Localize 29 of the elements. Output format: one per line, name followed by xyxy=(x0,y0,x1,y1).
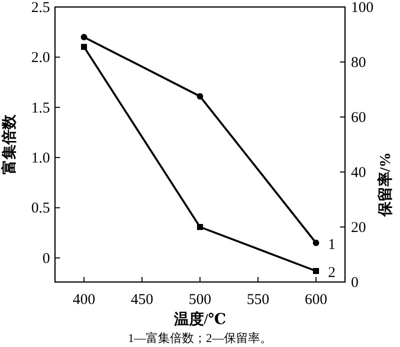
x-tick-label: 450 xyxy=(130,292,154,308)
y-tick-label: 1.0 xyxy=(31,150,50,167)
point xyxy=(196,93,204,100)
series-label: 2 xyxy=(328,265,336,281)
y-tick-label: 1.5 xyxy=(31,100,50,116)
y2-tick-label: 0 xyxy=(351,275,358,291)
y2-tick-label: 20 xyxy=(351,220,366,236)
y2-tick-label: 80 xyxy=(351,55,366,71)
point xyxy=(81,44,87,50)
y-tick-label: 0 xyxy=(42,250,50,267)
x-tick-label: 500 xyxy=(188,292,212,308)
x-tick-label: 600 xyxy=(304,292,328,308)
point xyxy=(80,34,88,40)
x-tick-label: 400 xyxy=(72,292,96,308)
y2-tick-label: 60 xyxy=(351,110,366,126)
x-axis-title: 温度/℃ xyxy=(172,310,226,328)
point xyxy=(312,240,320,246)
text: 1—富集倍数；2—保留率。 xyxy=(128,331,272,345)
y-axis-title: 富集倍数 xyxy=(0,114,18,174)
x-tick-label: 550 xyxy=(246,292,270,308)
y-tick-label: 2.0 xyxy=(31,50,50,66)
y2-axis-title: 保留率/% xyxy=(376,152,394,218)
point xyxy=(313,268,319,274)
y2-tick-label: 100 xyxy=(351,0,374,16)
y2-tick-label: 40 xyxy=(351,165,366,181)
point xyxy=(197,224,203,230)
y-tick-label: 0.5 xyxy=(31,200,50,217)
y-tick-label: 2.5 xyxy=(31,0,50,16)
series-label: 1 xyxy=(328,236,336,253)
